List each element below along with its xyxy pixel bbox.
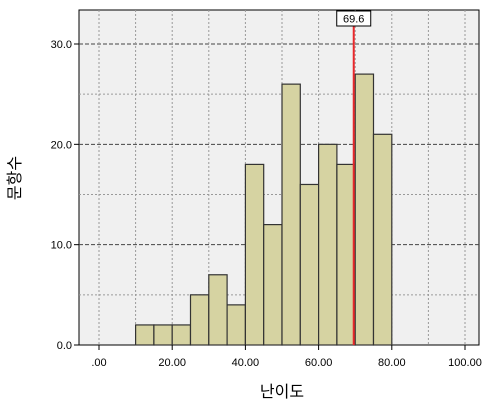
y-tick-label: 10.0: [51, 240, 72, 252]
histogram-bars: [135, 73, 393, 346]
y-axis-ticks: 0.0 10.0 20.0 30.0: [51, 39, 79, 352]
histogram-bar: [171, 324, 192, 346]
histogram-bar: [354, 73, 375, 346]
reference-line-group: 69.6: [336, 10, 372, 345]
x-tick-label: 80.00: [378, 357, 406, 369]
histogram-bar: [318, 143, 338, 346]
histogram-bar: [226, 304, 247, 346]
histogram-bar: [336, 163, 356, 346]
y-tick-label: 30.0: [51, 39, 72, 51]
mean-label-box: [336, 10, 372, 27]
x-tick-label: 100.00: [448, 357, 482, 369]
y-tick-label: 20.0: [51, 139, 72, 151]
y-tick-label: 0.0: [57, 340, 72, 352]
x-tick-label: .00: [91, 357, 106, 369]
histogram-bar: [244, 163, 265, 346]
histogram-bar: [281, 83, 301, 346]
x-axis-ticks: .00 20.00 40.00 60.00 80.00 100.00: [91, 345, 482, 369]
mean-label: 69.6: [343, 14, 364, 26]
histogram-bar: [153, 324, 173, 346]
x-tick-label: 20.00: [158, 357, 186, 369]
histogram-bar: [372, 133, 393, 346]
x-tick-label: 40.00: [232, 357, 260, 369]
histogram-bar: [263, 224, 283, 346]
x-axis-label: 난이도: [260, 383, 304, 401]
histogram-bar: [208, 274, 228, 346]
histogram-bar: [135, 324, 155, 346]
x-tick-label: 60.00: [305, 357, 333, 369]
histogram-bar: [299, 183, 320, 346]
y-axis-label: 문항수: [6, 156, 24, 200]
histogram-bar: [189, 294, 210, 346]
